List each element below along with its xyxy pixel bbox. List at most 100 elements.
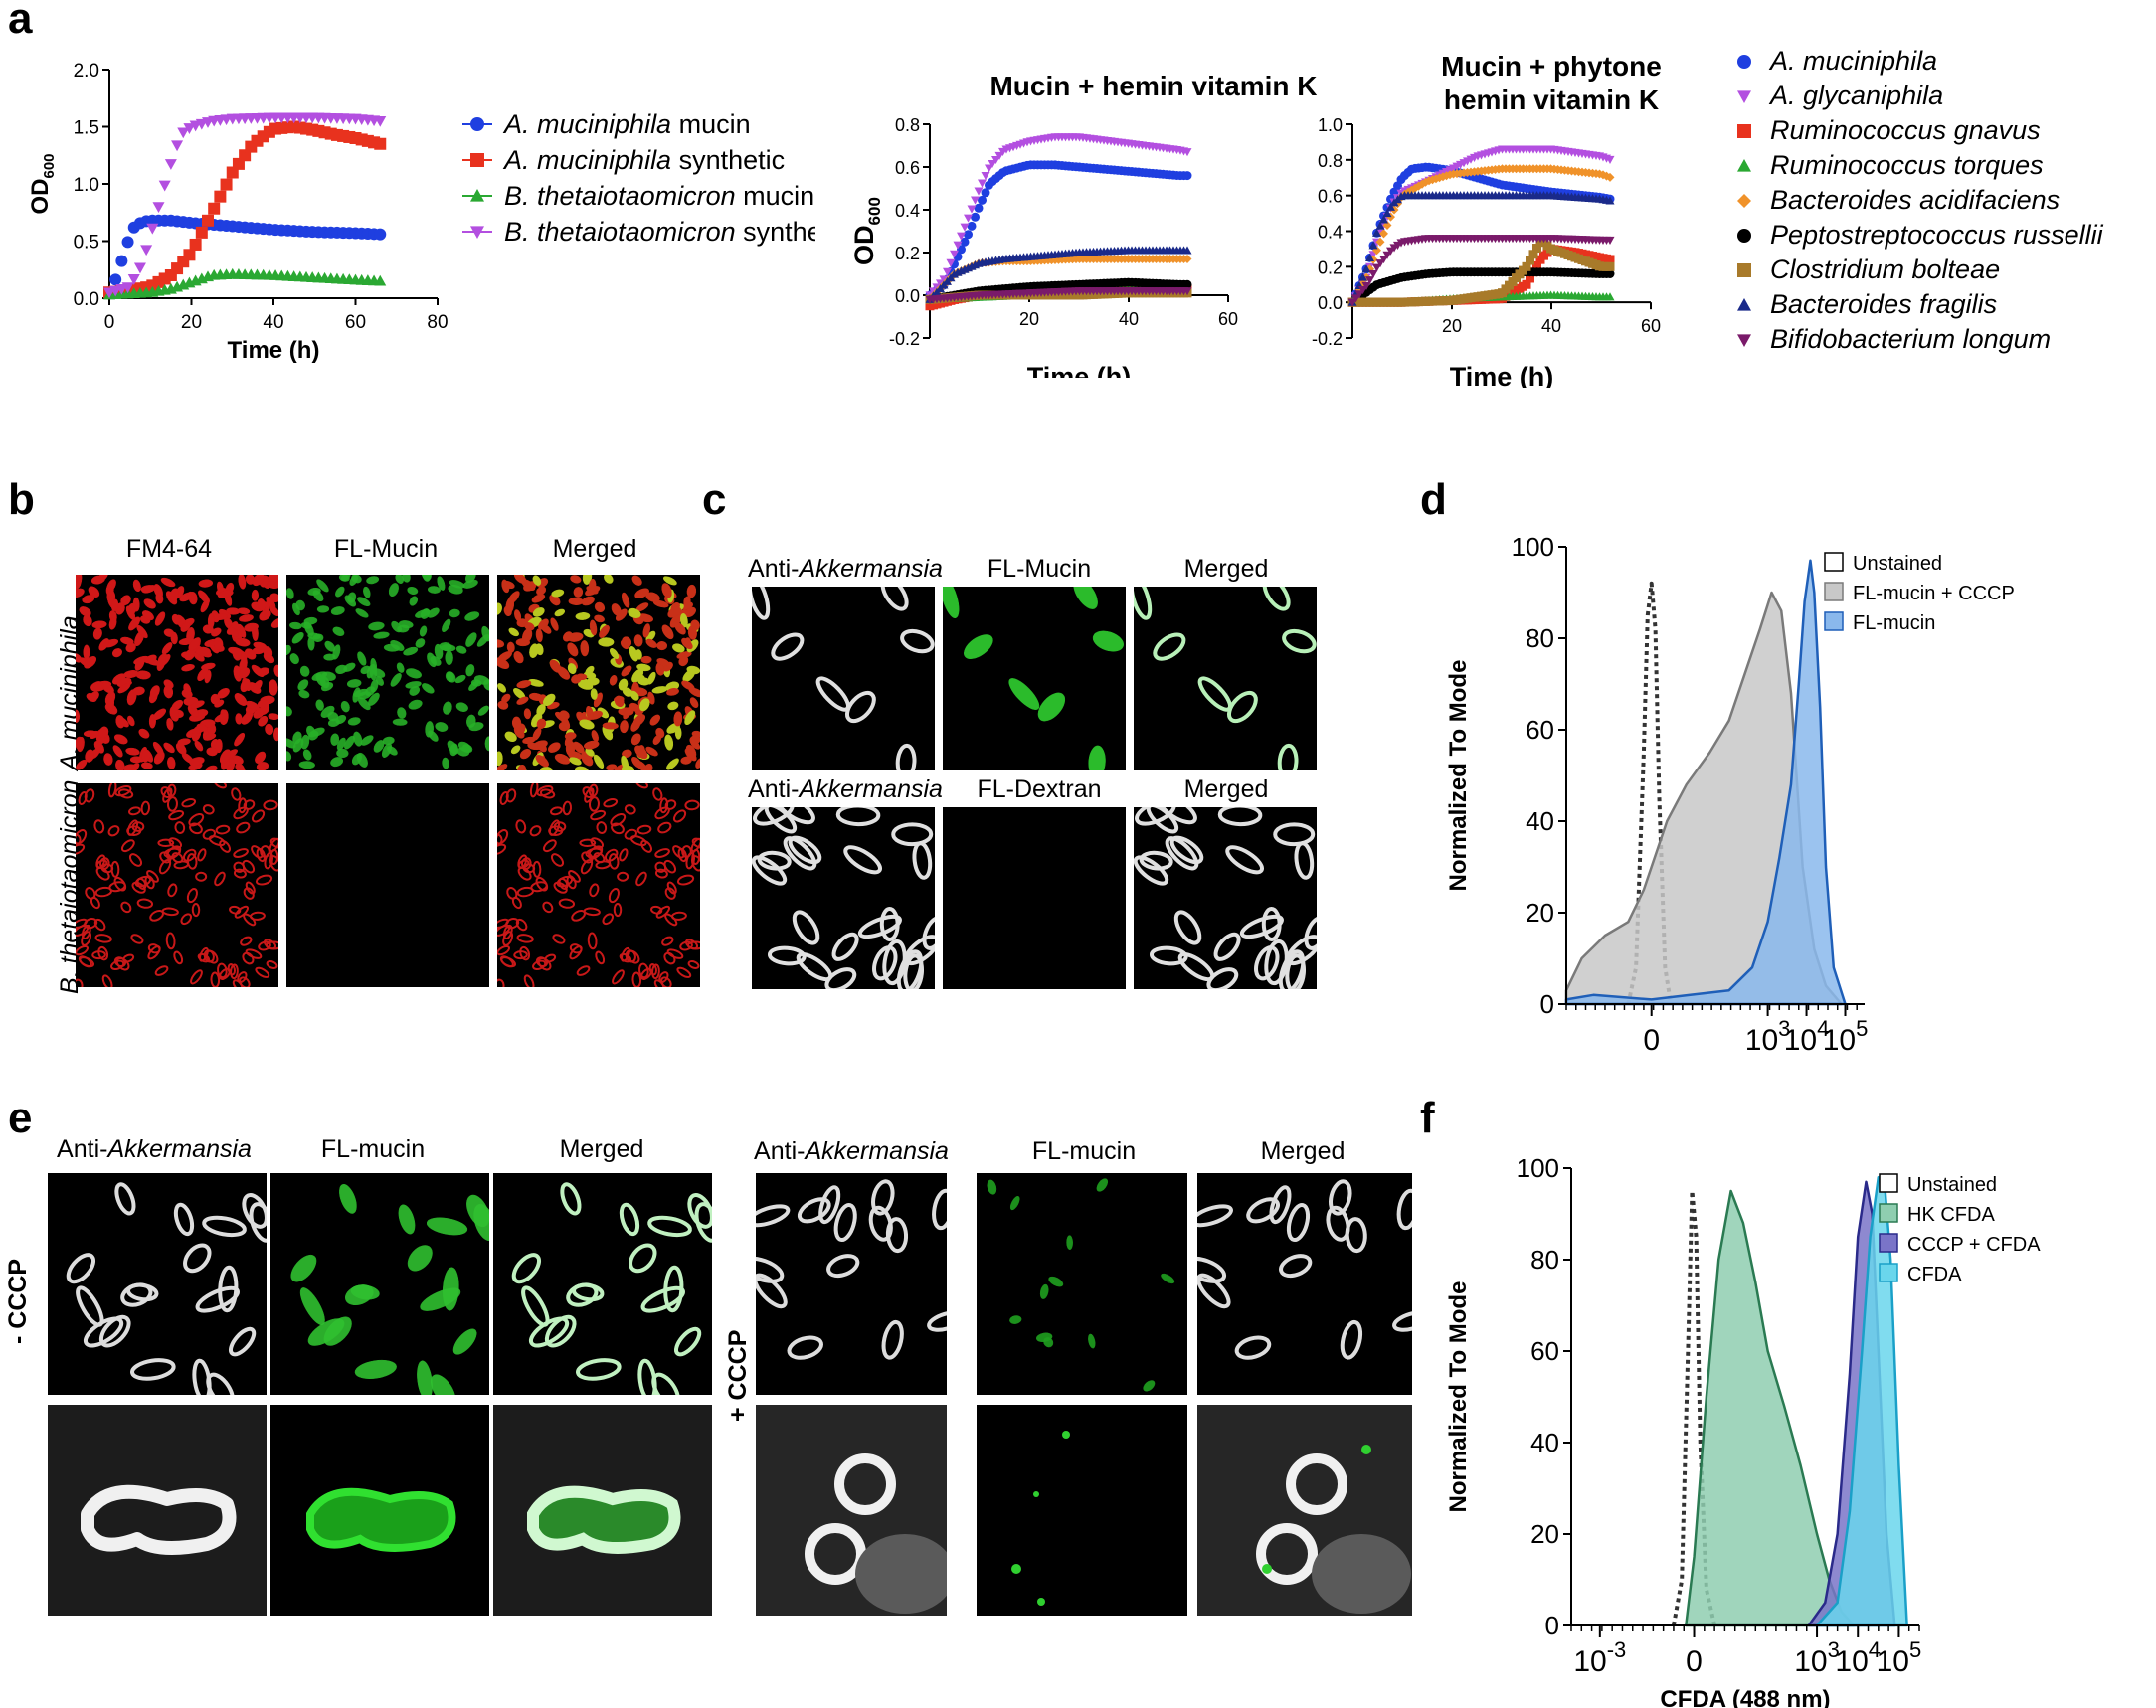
a3-point (1431, 174, 1441, 184)
cell (239, 667, 251, 679)
cell (1340, 1319, 1363, 1360)
c-row2-col1-italic: Akkermansia (799, 775, 943, 803)
cell (695, 758, 700, 769)
cell (251, 664, 265, 677)
cell (183, 1243, 212, 1274)
cell (269, 679, 278, 696)
cell (166, 718, 174, 731)
cell (1169, 835, 1204, 865)
cell (266, 960, 278, 969)
cell (517, 866, 532, 881)
cell (613, 903, 623, 918)
cell (1246, 1197, 1281, 1224)
f-legend-label: CCCP + CFDA (1907, 1234, 2041, 1256)
cell (234, 732, 246, 747)
a3-point (1526, 273, 1534, 283)
cell (196, 723, 208, 732)
cell (103, 753, 113, 766)
cell (1173, 910, 1202, 945)
cell (826, 1254, 860, 1279)
cell (783, 836, 817, 871)
species-legend-label: Bifidobacterium longum (1770, 324, 2052, 354)
cell (687, 960, 700, 969)
cell (511, 896, 522, 910)
cell (603, 798, 619, 808)
a3-point (1526, 256, 1534, 265)
species-legend-label: Clostridium bolteae (1770, 255, 2001, 284)
cell (666, 688, 679, 696)
cell (690, 855, 700, 872)
cell (1304, 915, 1317, 950)
cell (1261, 907, 1282, 941)
cell (621, 592, 630, 608)
c-image-row1-flmucin (943, 587, 1126, 770)
cell (79, 606, 91, 617)
a2-ytick-label: 0.2 (895, 244, 920, 263)
cell (1396, 1188, 1412, 1231)
cell (497, 924, 511, 937)
b-image-theta-merged (497, 783, 700, 987)
cell (505, 598, 515, 614)
cell (551, 589, 565, 598)
cell (94, 934, 112, 943)
a2-point (939, 275, 949, 284)
a3-point (1522, 279, 1531, 289)
cell (114, 784, 132, 797)
cell (465, 632, 477, 647)
cell (673, 711, 683, 727)
species-legend-label: A. glycaniphila (1770, 81, 1944, 110)
a2-series-8 (925, 287, 1192, 304)
cell (501, 693, 511, 703)
a1-point (312, 124, 325, 137)
cell (132, 686, 145, 696)
a3-point (1375, 237, 1385, 247)
cell (539, 788, 556, 799)
e-image-plus-akk-zoom (756, 1405, 947, 1616)
cell (89, 691, 99, 702)
a2-point (1182, 246, 1192, 255)
cell (553, 881, 568, 894)
cell (586, 677, 600, 686)
cell (689, 697, 699, 708)
cell (608, 888, 620, 904)
cell (566, 1282, 599, 1307)
cell (174, 821, 186, 834)
species-legend-item: Clostridium bolteae (1730, 253, 2148, 287)
legend-marker (1737, 123, 1751, 138)
cell (1262, 587, 1291, 611)
growth-chart-a2: -0.2 0.0 0.2 0.4 0.6 0.8 20 40 60 Time (h) OD600 (849, 115, 1238, 378)
cell (255, 751, 267, 764)
cell (388, 583, 399, 598)
e-minus-cccp-label: - CCCP (4, 1258, 32, 1344)
cell (594, 614, 605, 623)
a1-point (127, 274, 140, 285)
cell (987, 1179, 997, 1195)
cell (1043, 1337, 1054, 1348)
cell (107, 783, 117, 798)
a2-ytick-label: 0.8 (895, 115, 920, 135)
cell (161, 907, 179, 917)
cell (542, 839, 557, 853)
d-xtick-label: 103 (1745, 1016, 1791, 1057)
cell (609, 675, 618, 686)
cell (243, 887, 255, 900)
a1-series-3 (103, 112, 387, 299)
cell (263, 939, 277, 950)
cell (620, 720, 629, 734)
c-row2-col2: FL-Dextran (977, 775, 1102, 803)
cell (1278, 949, 1306, 989)
f-legend-label: Unstained (1907, 1174, 1997, 1196)
species-legend-item: Ruminococcus torques (1730, 148, 2148, 183)
e-image-plus-flmucin-zoom (977, 1405, 1187, 1616)
cell (1213, 932, 1241, 961)
cell (107, 825, 120, 837)
cell (452, 1328, 477, 1355)
cell (1048, 1276, 1064, 1287)
cell (76, 945, 90, 956)
cell (554, 608, 566, 617)
cell (98, 638, 110, 651)
cell (497, 829, 509, 845)
cell (368, 621, 385, 631)
cell (964, 634, 993, 659)
cell (694, 1202, 712, 1243)
